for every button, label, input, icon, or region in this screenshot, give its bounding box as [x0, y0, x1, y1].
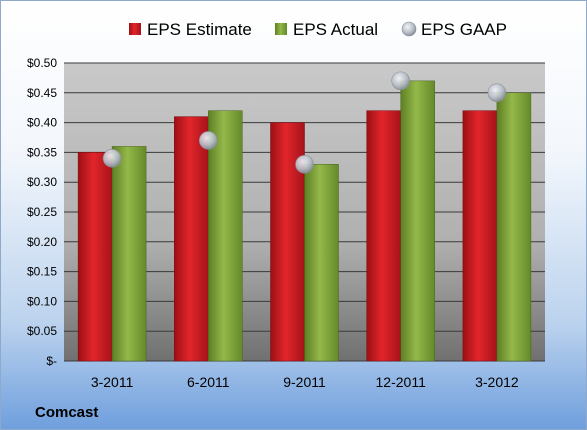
marker-eps-gaap	[102, 149, 122, 168]
legend-item: EPS GAAP	[401, 20, 507, 39]
bar-eps-actual	[208, 110, 243, 362]
legend-label: EPS Estimate	[147, 20, 252, 39]
x-tick-label: 3-2011	[91, 374, 134, 390]
y-axis: $- $0.05 $0.10 $0.15 $0.20 $0.25 $0.30 $0.35 $0.…	[27, 56, 57, 368]
bar-eps-estimate	[462, 110, 498, 362]
marker-eps-gaap	[295, 155, 314, 174]
y-tick-label: $0.50	[27, 56, 57, 70]
legend-label: EPS GAAP	[421, 20, 507, 39]
x-tick-label: 6-2011	[187, 374, 230, 390]
legend-swatch	[275, 23, 287, 35]
marker-eps-gaap	[487, 83, 507, 103]
y-tick-label: $0.45	[27, 86, 57, 100]
legend-swatch	[129, 23, 141, 35]
gaap-markers	[102, 71, 507, 174]
bar-eps-estimate	[77, 152, 113, 362]
x-tick-label: 12-2011	[376, 374, 427, 390]
bar-eps-actual	[111, 146, 147, 362]
y-tick-label: $0.20	[27, 235, 57, 249]
bars	[77, 80, 532, 362]
marker-eps-gaap	[391, 71, 411, 91]
y-tick-label: $0.40	[27, 116, 57, 130]
y-tick-label: $0.30	[27, 175, 57, 189]
x-axis: 3-2011 6-2011 9-2011 12-2011 3-2012	[91, 374, 519, 390]
legend-item: EPS Actual	[275, 20, 378, 39]
bar-eps-estimate	[366, 110, 401, 362]
legend-label: EPS Actual	[293, 20, 378, 39]
bar-eps-actual	[400, 80, 435, 362]
legend-swatch	[401, 21, 417, 37]
bar-eps-actual	[304, 164, 339, 362]
bar-eps-actual	[496, 92, 532, 362]
company-label: Comcast	[35, 404, 99, 421]
y-tick-label: $0.35	[27, 145, 57, 159]
y-tick-label: $-	[46, 354, 57, 368]
y-tick-label: $0.05	[27, 324, 57, 338]
x-tick-label: 9-2011	[283, 374, 326, 390]
legend-item: EPS Estimate	[129, 20, 252, 39]
y-tick-label: $0.15	[27, 265, 57, 279]
bar-eps-estimate	[174, 116, 209, 362]
legend: EPS Estimate EPS Actual EPS GAAP	[129, 20, 507, 39]
x-tick-label: 3-2012	[475, 374, 519, 390]
y-tick-label: $0.25	[27, 205, 57, 219]
y-tick-label: $0.10	[27, 294, 57, 308]
marker-eps-gaap	[199, 131, 218, 150]
